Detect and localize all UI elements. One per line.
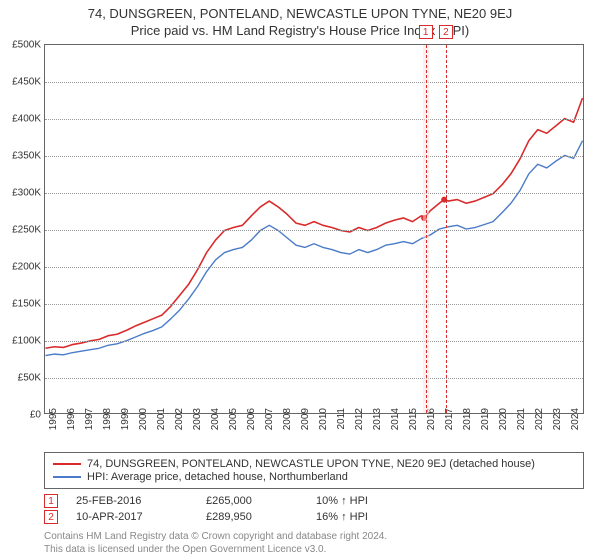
legend-swatch-2	[53, 476, 81, 478]
sale-marker-line	[446, 45, 447, 413]
gridline-h	[45, 193, 583, 194]
gridline-h	[45, 156, 583, 157]
chart-title-address: 74, DUNSGREEN, PONTELAND, NEWCASTLE UPON…	[0, 6, 600, 23]
y-axis-label: £200K	[3, 262, 41, 273]
x-axis-label: 2014	[390, 408, 401, 430]
sale-marker-line	[426, 45, 427, 413]
x-axis-label: 2011	[336, 408, 347, 430]
gridline-h	[45, 82, 583, 83]
x-axis-label: 1998	[102, 408, 113, 430]
chart-subtitle: Price paid vs. HM Land Registry's House …	[0, 23, 600, 40]
series-line-series1	[45, 98, 582, 348]
y-axis-label: £150K	[3, 299, 41, 310]
sale-tag-1: 1	[44, 494, 58, 508]
y-axis-label: £50K	[3, 373, 41, 384]
x-axis-label: 1996	[66, 408, 77, 430]
x-axis-label: 2015	[408, 408, 419, 430]
sale-date-1: 25-FEB-2016	[76, 495, 206, 507]
footer-line-2: This data is licensed under the Open Gov…	[44, 544, 387, 557]
x-axis-label: 2024	[570, 408, 581, 430]
x-axis-label: 1997	[84, 408, 95, 430]
x-axis-label: 2018	[462, 408, 473, 430]
sale-events: 1 25-FEB-2016 £265,000 10% ↑ HPI 2 10-AP…	[44, 492, 584, 526]
y-axis-label: £400K	[3, 114, 41, 125]
x-axis-label: 2002	[174, 408, 185, 430]
footer-attribution: Contains HM Land Registry data © Crown c…	[44, 531, 387, 556]
x-axis-label: 2021	[516, 408, 527, 430]
y-axis-label: £0	[3, 410, 41, 421]
y-axis-label: £250K	[3, 225, 41, 236]
x-axis-label: 2006	[246, 408, 257, 430]
gridline-h	[45, 341, 583, 342]
sale-row-1: 1 25-FEB-2016 £265,000 10% ↑ HPI	[44, 494, 584, 508]
x-axis-label: 2005	[228, 408, 239, 430]
y-axis-label: £500K	[3, 40, 41, 51]
sale-row-2: 2 10-APR-2017 £289,950 16% ↑ HPI	[44, 510, 584, 524]
gridline-h	[45, 378, 583, 379]
legend-item-1: 74, DUNSGREEN, PONTELAND, NEWCASTLE UPON…	[53, 458, 575, 470]
sale-diff-2: 16% ↑ HPI	[316, 511, 368, 523]
sale-marker-tag: 1	[419, 25, 433, 39]
y-axis-label: £300K	[3, 188, 41, 199]
series-line-series2	[45, 141, 582, 356]
x-axis-label: 2013	[372, 408, 383, 430]
x-axis-label: 2012	[354, 408, 365, 430]
gridline-h	[45, 267, 583, 268]
gridline-h	[45, 119, 583, 120]
x-axis-label: 2010	[318, 408, 329, 430]
x-axis-label: 2019	[480, 408, 491, 430]
x-axis-label: 2007	[264, 408, 275, 430]
legend-item-2: HPI: Average price, detached house, Nort…	[53, 471, 575, 483]
legend-label-2: HPI: Average price, detached house, Nort…	[87, 471, 348, 483]
chart-container: 74, DUNSGREEN, PONTELAND, NEWCASTLE UPON…	[0, 0, 600, 560]
footer-line-1: Contains HM Land Registry data © Crown c…	[44, 531, 387, 544]
x-axis-label: 1999	[120, 408, 131, 430]
gridline-h	[45, 304, 583, 305]
x-axis-label: 2001	[156, 408, 167, 430]
y-axis-label: £350K	[3, 151, 41, 162]
y-axis-label: £450K	[3, 77, 41, 88]
x-axis-label: 2020	[498, 408, 509, 430]
x-axis-label: 2022	[534, 408, 545, 430]
gridline-h	[45, 230, 583, 231]
x-axis-label: 2000	[138, 408, 149, 430]
sale-marker-tag: 2	[439, 25, 453, 39]
legend: 74, DUNSGREEN, PONTELAND, NEWCASTLE UPON…	[44, 452, 584, 489]
x-axis-label: 2009	[300, 408, 311, 430]
x-axis-label: 1995	[48, 408, 59, 430]
chart-svg	[45, 45, 583, 413]
x-axis-label: 2008	[282, 408, 293, 430]
x-axis-label: 2004	[210, 408, 221, 430]
y-axis-label: £100K	[3, 336, 41, 347]
x-axis-label: 2003	[192, 408, 203, 430]
legend-label-1: 74, DUNSGREEN, PONTELAND, NEWCASTLE UPON…	[87, 458, 535, 470]
sale-diff-1: 10% ↑ HPI	[316, 495, 368, 507]
sale-date-2: 10-APR-2017	[76, 511, 206, 523]
sale-tag-2: 2	[44, 510, 58, 524]
chart-titles: 74, DUNSGREEN, PONTELAND, NEWCASTLE UPON…	[0, 0, 600, 40]
sale-price-1: £265,000	[206, 495, 316, 507]
plot-area: £0£50K£100K£150K£200K£250K£300K£350K£400…	[44, 44, 584, 414]
legend-swatch-1	[53, 463, 81, 465]
x-axis-label: 2023	[552, 408, 563, 430]
sale-price-2: £289,950	[206, 511, 316, 523]
